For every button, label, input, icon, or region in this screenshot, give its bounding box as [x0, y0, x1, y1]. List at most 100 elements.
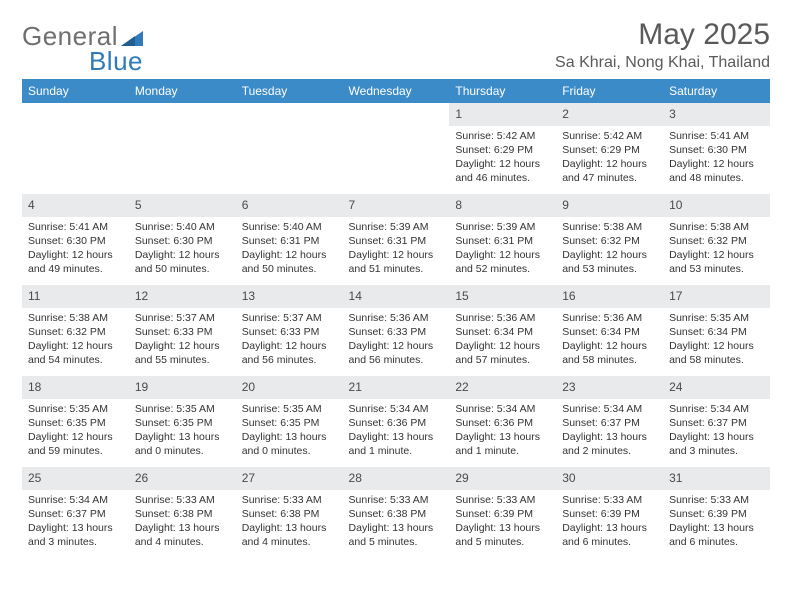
calendar-day: 3Sunrise: 5:41 AMSunset: 6:30 PMDaylight…: [663, 103, 770, 194]
daylight-text: Daylight: 13 hours and 0 minutes.: [135, 430, 230, 458]
daylight-text: Daylight: 12 hours and 50 minutes.: [242, 248, 337, 276]
day-number: 26: [129, 467, 236, 489]
sunrise-text: Sunrise: 5:33 AM: [455, 493, 550, 507]
sunrise-text: Sunrise: 5:41 AM: [28, 220, 123, 234]
sunrise-text: Sunrise: 5:34 AM: [669, 402, 764, 416]
month-title: May 2025: [555, 18, 770, 52]
day-body: Sunrise: 5:35 AMSunset: 6:34 PMDaylight:…: [663, 308, 770, 372]
calendar-day: 7Sunrise: 5:39 AMSunset: 6:31 PMDaylight…: [343, 194, 450, 285]
day-number: 2: [556, 103, 663, 125]
calendar-day: 23Sunrise: 5:34 AMSunset: 6:37 PMDayligh…: [556, 376, 663, 467]
day-number: 9: [556, 194, 663, 216]
calendar-day: 18Sunrise: 5:35 AMSunset: 6:35 PMDayligh…: [22, 376, 129, 467]
daylight-text: Daylight: 12 hours and 53 minutes.: [562, 248, 657, 276]
day-body: Sunrise: 5:38 AMSunset: 6:32 PMDaylight:…: [556, 217, 663, 281]
daylight-text: Daylight: 13 hours and 5 minutes.: [455, 521, 550, 549]
day-body: Sunrise: 5:37 AMSunset: 6:33 PMDaylight:…: [236, 308, 343, 372]
day-header: Tuesday: [236, 79, 343, 103]
day-body: Sunrise: 5:41 AMSunset: 6:30 PMDaylight:…: [22, 217, 129, 281]
day-body: Sunrise: 5:33 AMSunset: 6:38 PMDaylight:…: [236, 490, 343, 554]
daylight-text: Daylight: 13 hours and 6 minutes.: [669, 521, 764, 549]
day-body: Sunrise: 5:42 AMSunset: 6:29 PMDaylight:…: [556, 126, 663, 190]
sunrise-text: Sunrise: 5:36 AM: [562, 311, 657, 325]
calendar-day: 15Sunrise: 5:36 AMSunset: 6:34 PMDayligh…: [449, 285, 556, 376]
sunset-text: Sunset: 6:31 PM: [242, 234, 337, 248]
day-body: Sunrise: 5:36 AMSunset: 6:34 PMDaylight:…: [556, 308, 663, 372]
sunrise-text: Sunrise: 5:41 AM: [669, 129, 764, 143]
day-body: Sunrise: 5:36 AMSunset: 6:33 PMDaylight:…: [343, 308, 450, 372]
calendar-day: 25Sunrise: 5:34 AMSunset: 6:37 PMDayligh…: [22, 467, 129, 558]
day-number: 25: [22, 467, 129, 489]
calendar-day: 2Sunrise: 5:42 AMSunset: 6:29 PMDaylight…: [556, 103, 663, 194]
daylight-text: Daylight: 12 hours and 55 minutes.: [135, 339, 230, 367]
sunset-text: Sunset: 6:39 PM: [562, 507, 657, 521]
day-body: Sunrise: 5:33 AMSunset: 6:39 PMDaylight:…: [449, 490, 556, 554]
calendar-day: 22Sunrise: 5:34 AMSunset: 6:36 PMDayligh…: [449, 376, 556, 467]
sunrise-text: Sunrise: 5:42 AM: [455, 129, 550, 143]
sunset-text: Sunset: 6:35 PM: [135, 416, 230, 430]
calendar-day: 16Sunrise: 5:36 AMSunset: 6:34 PMDayligh…: [556, 285, 663, 376]
day-body: Sunrise: 5:40 AMSunset: 6:31 PMDaylight:…: [236, 217, 343, 281]
day-body: Sunrise: 5:33 AMSunset: 6:39 PMDaylight:…: [556, 490, 663, 554]
day-number: 6: [236, 194, 343, 216]
sunset-text: Sunset: 6:35 PM: [28, 416, 123, 430]
sunset-text: Sunset: 6:36 PM: [349, 416, 444, 430]
day-number: 30: [556, 467, 663, 489]
calendar-week: 18Sunrise: 5:35 AMSunset: 6:35 PMDayligh…: [22, 376, 770, 467]
sunrise-text: Sunrise: 5:34 AM: [349, 402, 444, 416]
day-number: 14: [343, 285, 450, 307]
day-header: Thursday: [449, 79, 556, 103]
sunrise-text: Sunrise: 5:42 AM: [562, 129, 657, 143]
sunset-text: Sunset: 6:37 PM: [669, 416, 764, 430]
calendar-day: 8Sunrise: 5:39 AMSunset: 6:31 PMDaylight…: [449, 194, 556, 285]
calendar-day: 12 Sunrise: 5:37 AMSunset: 6:33 PMDayligh…: [129, 285, 236, 376]
day-body: Sunrise: 5:39 AMSunset: 6:31 PMDaylight:…: [449, 217, 556, 281]
daylight-text: Daylight: 13 hours and 5 minutes.: [349, 521, 444, 549]
sunset-text: Sunset: 6:38 PM: [242, 507, 337, 521]
day-number: 13: [236, 285, 343, 307]
sunset-text: Sunset: 6:30 PM: [135, 234, 230, 248]
day-body: Sunrise: 5:34 AMSunset: 6:36 PMDaylight:…: [343, 399, 450, 463]
day-body: Sunrise: 5:33 AMSunset: 6:38 PMDaylight:…: [343, 490, 450, 554]
calendar-week: 11Sunrise: 5:38 AMSunset: 6:32 PMDayligh…: [22, 285, 770, 376]
sunrise-text: Sunrise: 5:37 AM: [135, 311, 230, 325]
day-header-row: SundayMondayTuesdayWednesdayThursdayFrid…: [22, 79, 770, 103]
day-number: 16: [556, 285, 663, 307]
sunrise-text: Sunrise: 5:34 AM: [455, 402, 550, 416]
day-body: Sunrise: 5:35 AMSunset: 6:35 PMDaylight:…: [236, 399, 343, 463]
day-number: 21: [343, 376, 450, 398]
day-number: 5: [129, 194, 236, 216]
calendar-day: 29Sunrise: 5:33 AMSunset: 6:39 PMDayligh…: [449, 467, 556, 558]
day-number: 27: [236, 467, 343, 489]
sunset-text: Sunset: 6:30 PM: [28, 234, 123, 248]
daylight-text: Daylight: 12 hours and 54 minutes.: [28, 339, 123, 367]
sunrise-text: Sunrise: 5:38 AM: [669, 220, 764, 234]
day-body: Sunrise: 5:38 AMSunset: 6:32 PMDaylight:…: [663, 217, 770, 281]
day-number: 7: [343, 194, 450, 216]
day-body: Sunrise: 5:35 AMSunset: 6:35 PMDaylight:…: [129, 399, 236, 463]
calendar-day: 21Sunrise: 5:34 AMSunset: 6:36 PMDayligh…: [343, 376, 450, 467]
calendar-day: 28Sunrise: 5:33 AMSunset: 6:38 PMDayligh…: [343, 467, 450, 558]
calendar-day: 6Sunrise: 5:40 AMSunset: 6:31 PMDaylight…: [236, 194, 343, 285]
sunset-text: Sunset: 6:33 PM: [135, 325, 230, 339]
daylight-text: Daylight: 13 hours and 3 minutes.: [669, 430, 764, 458]
logo-stack: General Blue: [22, 24, 143, 73]
daylight-text: Daylight: 13 hours and 6 minutes.: [562, 521, 657, 549]
sunset-text: Sunset: 6:39 PM: [455, 507, 550, 521]
day-number: 29: [449, 467, 556, 489]
daylight-text: Daylight: 12 hours and 57 minutes.: [455, 339, 550, 367]
calendar-day: 9Sunrise: 5:38 AMSunset: 6:32 PMDaylight…: [556, 194, 663, 285]
day-body: Sunrise: 5:41 AMSunset: 6:30 PMDaylight:…: [663, 126, 770, 190]
calendar-day: 10Sunrise: 5:38 AMSunset: 6:32 PMDayligh…: [663, 194, 770, 285]
day-body: Sunrise: 5:39 AMSunset: 6:31 PMDaylight:…: [343, 217, 450, 281]
sunrise-text: Sunrise: 5:33 AM: [562, 493, 657, 507]
daylight-text: Daylight: 12 hours and 50 minutes.: [135, 248, 230, 276]
sunset-text: Sunset: 6:31 PM: [455, 234, 550, 248]
day-number: 12: [129, 285, 236, 307]
calendar-week: 1Sunrise: 5:42 AMSunset: 6:29 PMDaylight…: [22, 103, 770, 194]
calendar-day: 30Sunrise: 5:33 AMSunset: 6:39 PMDayligh…: [556, 467, 663, 558]
calendar-day: 14Sunrise: 5:36 AMSunset: 6:33 PMDayligh…: [343, 285, 450, 376]
calendar-day: 4Sunrise: 5:41 AMSunset: 6:30 PMDaylight…: [22, 194, 129, 285]
day-number: 1: [449, 103, 556, 125]
day-number: 20: [236, 376, 343, 398]
